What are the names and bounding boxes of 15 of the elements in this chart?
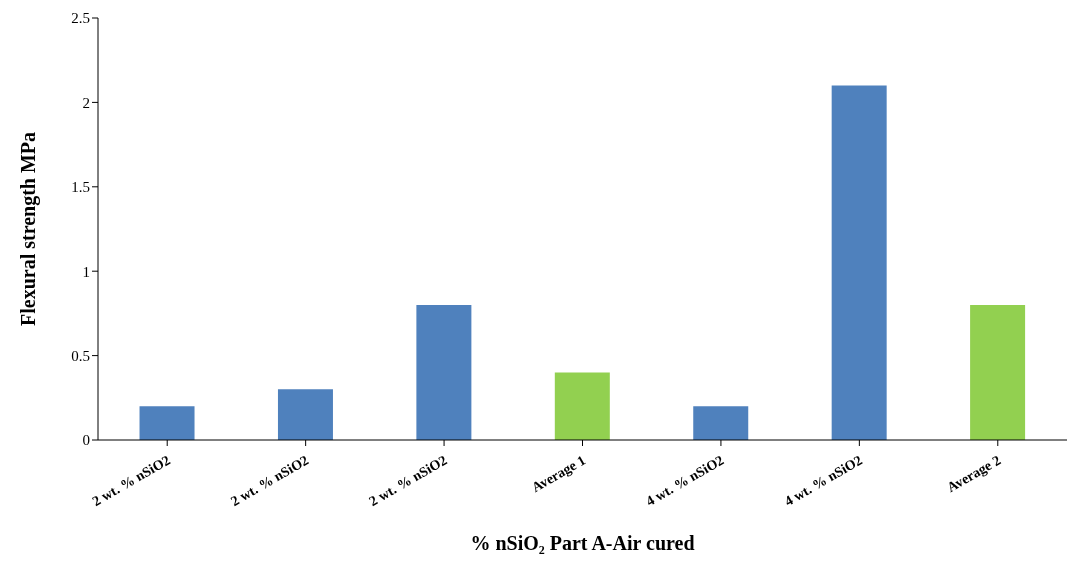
bar [139, 406, 195, 440]
bar [831, 85, 887, 440]
y-tick-label: 2.5 [71, 10, 90, 27]
y-tick-label: 0 [82, 432, 90, 449]
x-axis-title: % nSiO₂ Part A-Air cured [470, 532, 695, 554]
y-tick-label: 2 [82, 94, 90, 111]
bar [416, 304, 472, 440]
y-axis-title: Flexural strength MPa [17, 131, 41, 327]
bar [970, 304, 1026, 440]
y-tick-label: 1.5 [71, 179, 90, 196]
bar [554, 372, 610, 440]
bar [277, 389, 333, 440]
bar [693, 406, 749, 440]
y-tick-label: 1 [82, 263, 90, 280]
y-tick-label: 0.5 [71, 347, 90, 364]
